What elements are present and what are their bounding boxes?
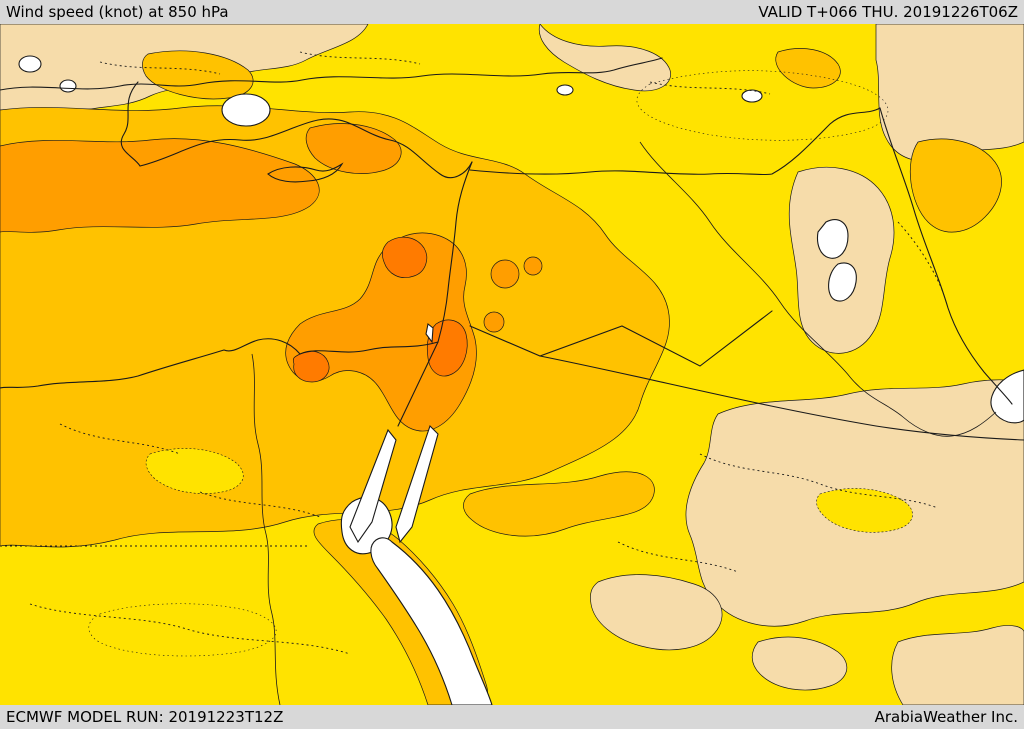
- coastline-levant: [437, 161, 473, 343]
- border-egypt-israel: [397, 341, 439, 427]
- river-euphrates: [639, 141, 997, 437]
- wind-speed-map: [0, 24, 1024, 705]
- coastline-south-turkey: [139, 118, 473, 179]
- coastline-cyprus: [267, 162, 344, 183]
- white-patch-east-1: [816, 219, 849, 259]
- admin-egypt-dotted-2: [199, 491, 321, 518]
- band-orange-spot-1: [490, 259, 520, 289]
- band-amber-east: [909, 138, 1002, 233]
- border-saudi-dotted-2: [617, 541, 739, 573]
- white-red-sea: [370, 537, 493, 705]
- admin-egypt-dotted-1: [59, 423, 181, 455]
- coastline-aegean: [120, 81, 141, 167]
- river-nile: [251, 353, 281, 705]
- coastline-egypt: [0, 338, 439, 389]
- white-suez-gulf-strip: [349, 428, 397, 544]
- admin-turkey-dotted-3: [649, 81, 771, 95]
- model-run-label: ECMWF MODEL RUN: 20191223T12Z: [6, 708, 284, 726]
- border-turkey-syria: [469, 107, 881, 176]
- white-lake-van: [741, 89, 763, 103]
- band-cream-bottom-right-corner: [891, 625, 1024, 705]
- contour-ring-south-egypt: [88, 603, 277, 657]
- band-amber-marmara: [142, 50, 254, 100]
- white-aqaba-gulf-strip: [395, 424, 439, 544]
- band-amber-south-jordan: [463, 471, 655, 537]
- white-patch-aegean-1: [18, 55, 42, 73]
- white-patch-marmara: [221, 93, 271, 127]
- page-title: Wind speed (knot) at 850 hPa: [6, 3, 229, 21]
- band-deep-orange-suez: [292, 350, 330, 383]
- footer-bar: ECMWF MODEL RUN: 20191223T12Z ArabiaWeat…: [0, 705, 1024, 729]
- band-cream-bottom-center-2: [751, 636, 848, 691]
- admin-turkey-dotted-2: [299, 51, 421, 65]
- white-lake-tuz: [556, 84, 574, 96]
- coastline-black-sea: [0, 57, 663, 91]
- white-dead-sea: [425, 323, 434, 344]
- band-orange-west-turkey: [0, 138, 320, 233]
- white-patch-east-2: [828, 262, 857, 302]
- map-canvas: [0, 24, 1024, 705]
- band-cream-top-center: [538, 24, 671, 92]
- band-cream-bottom-center: [590, 574, 723, 651]
- border-iran-iraq: [879, 107, 1013, 405]
- border-jordan-saudi: [469, 310, 773, 367]
- contour-ring-anatolia: [636, 70, 889, 141]
- border-iraq-saudi: [539, 355, 1024, 441]
- band-orange-levant-core: [285, 232, 477, 432]
- white-persian-gulf: [990, 369, 1024, 424]
- band-deep-orange-lebanon: [382, 236, 428, 278]
- band-yellow-hole-egypt: [145, 448, 244, 494]
- band-yellow-hole-arabia: [816, 488, 913, 533]
- band-deep-orange-jordan: [426, 319, 468, 377]
- band-cream-right-mid: [788, 166, 895, 354]
- admin-turkey-dotted-1: [99, 61, 221, 75]
- band-orange-spot-3: [483, 311, 505, 333]
- header-bar: Wind speed (knot) at 850 hPa VALID T+066…: [0, 0, 1024, 24]
- admin-iran-dotted: [897, 221, 944, 293]
- band-amber-north-center: [775, 48, 841, 89]
- brand-label: ArabiaWeather Inc.: [874, 708, 1018, 726]
- band-orange-spot-2: [523, 256, 543, 276]
- valid-time-label: VALID T+066 THU. 20191226T06Z: [758, 3, 1018, 21]
- white-patch-aegean-2: [59, 79, 77, 93]
